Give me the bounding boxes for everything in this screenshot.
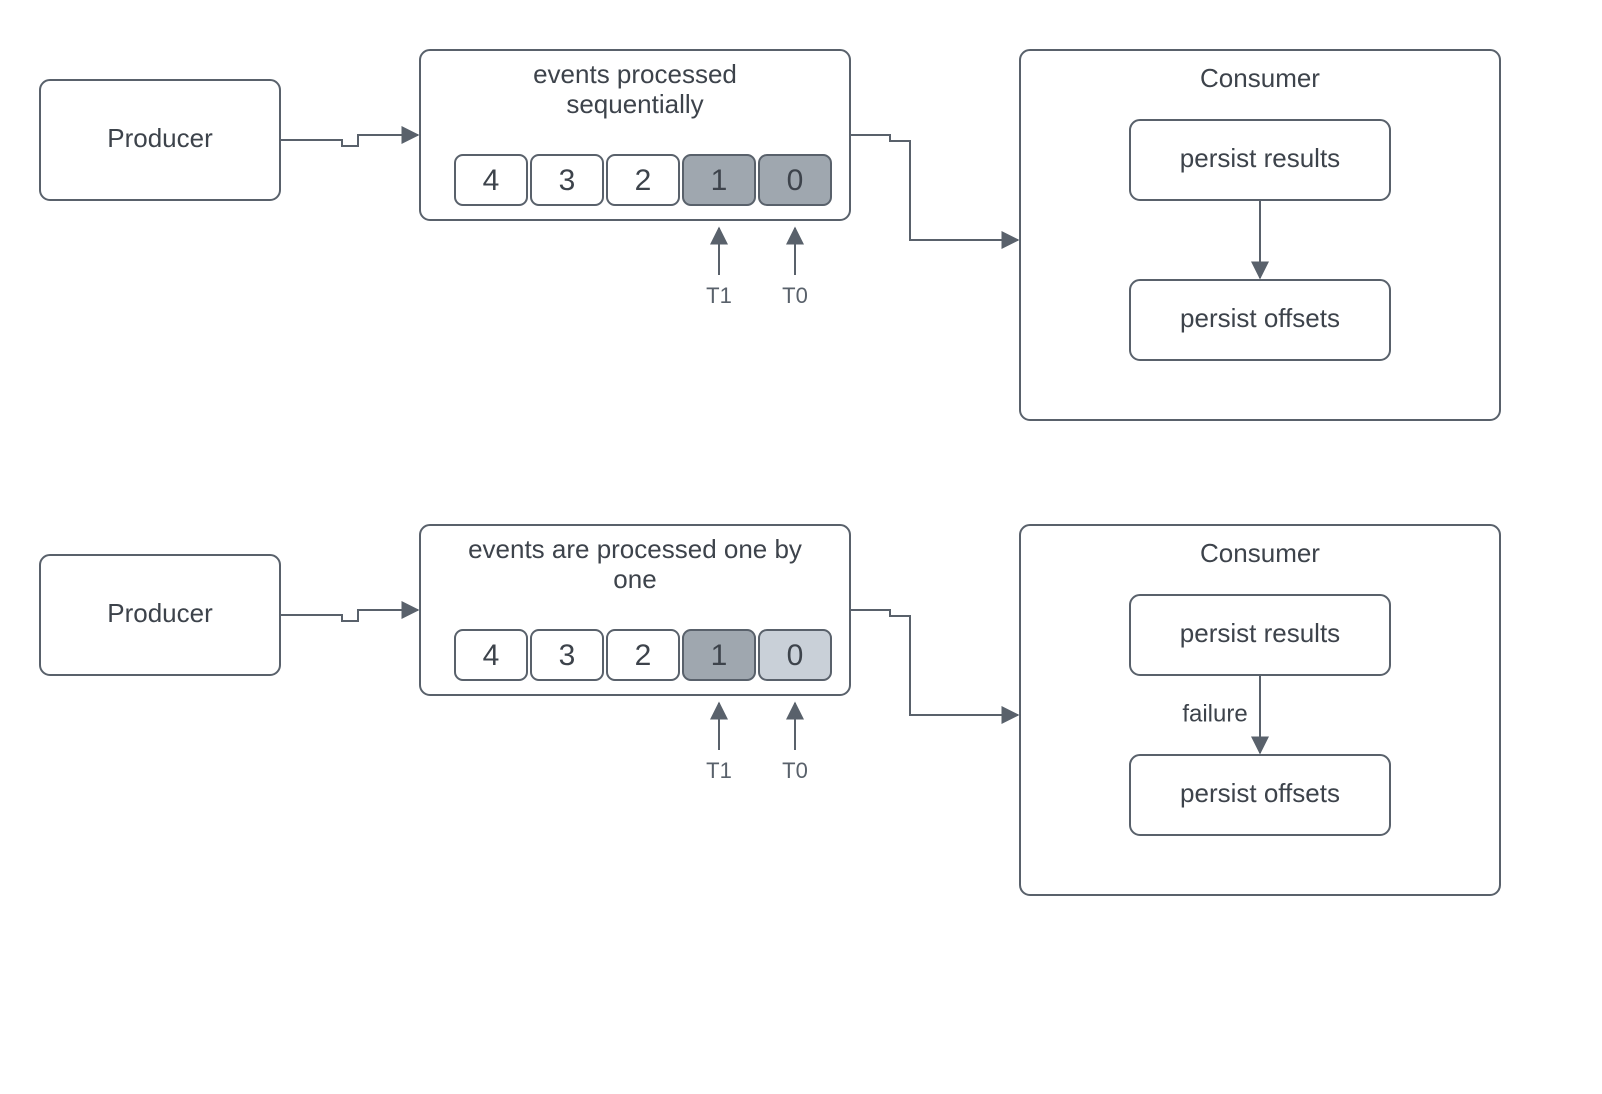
queue-cell-label: 2 bbox=[635, 639, 652, 672]
t-marker-label: T0 bbox=[782, 758, 808, 783]
consumer-title: Consumer bbox=[1200, 63, 1320, 93]
producer-to-queue-arrow bbox=[280, 610, 418, 621]
queue-cell-label: 3 bbox=[559, 164, 576, 197]
t-marker-label: T0 bbox=[782, 283, 808, 308]
producer-label: Producer bbox=[107, 598, 213, 628]
consumer-title: Consumer bbox=[1200, 538, 1320, 568]
queue-cell-label: 3 bbox=[559, 639, 576, 672]
queue-to-consumer-arrow bbox=[850, 135, 1018, 240]
queue-cell-label: 0 bbox=[787, 639, 804, 672]
queue-cell-label: 4 bbox=[483, 639, 500, 672]
queue-title-line2: one bbox=[613, 564, 656, 594]
t-marker-label: T1 bbox=[706, 758, 732, 783]
persist-results-label: persist results bbox=[1180, 618, 1340, 648]
persist-results-label: persist results bbox=[1180, 143, 1340, 173]
t-marker-label: T1 bbox=[706, 283, 732, 308]
persist-offsets-label: persist offsets bbox=[1180, 778, 1340, 808]
diagram-canvas: Producer events processedsequentially 4 3 2 1… bbox=[0, 0, 1602, 1094]
queue-cell-label: 1 bbox=[711, 639, 728, 672]
queue-cell-label: 0 bbox=[787, 164, 804, 197]
queue-cell-label: 2 bbox=[635, 164, 652, 197]
queue-title-line1: events are processed one by bbox=[468, 534, 802, 564]
producer-to-queue-arrow bbox=[280, 135, 418, 146]
edge-label: failure bbox=[1182, 700, 1247, 727]
queue-title-line2: sequentially bbox=[566, 89, 703, 119]
queue-cell-label: 1 bbox=[711, 164, 728, 197]
queue-cell-label: 4 bbox=[483, 164, 500, 197]
queue-to-consumer-arrow bbox=[850, 610, 1018, 715]
queue-title-line1: events processed bbox=[533, 59, 737, 89]
producer-label: Producer bbox=[107, 123, 213, 153]
persist-offsets-label: persist offsets bbox=[1180, 303, 1340, 333]
